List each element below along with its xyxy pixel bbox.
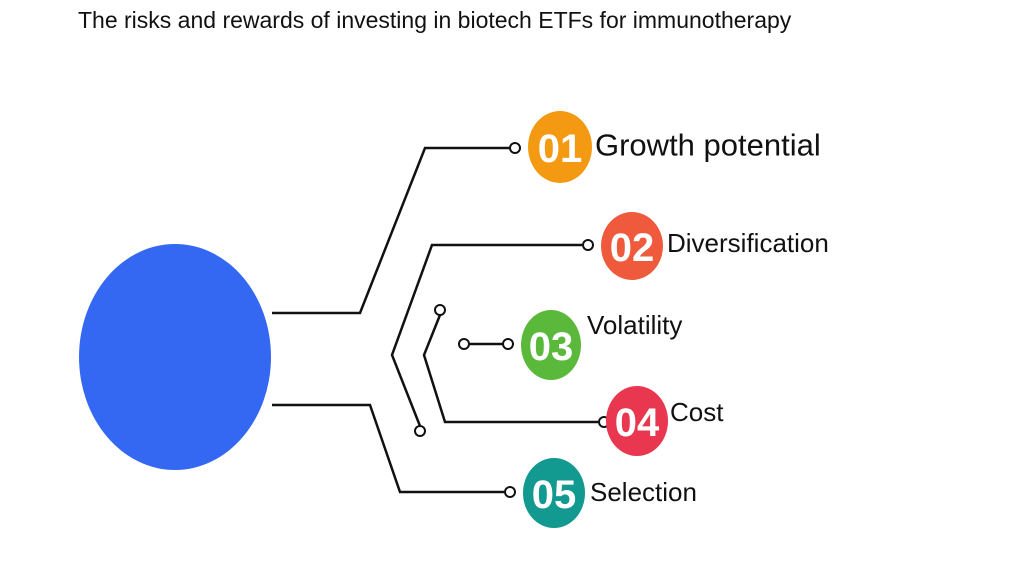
connector — [390, 243, 582, 427]
connector — [272, 146, 510, 315]
hub-circle — [79, 244, 271, 470]
connector-end — [509, 142, 521, 154]
item-label: Diversification — [667, 228, 829, 258]
connector — [272, 403, 505, 494]
connector — [422, 314, 598, 424]
connector-end — [434, 304, 446, 316]
item-label: Growth potential — [595, 128, 821, 163]
title: The risks and rewards of investing in bi… — [78, 7, 792, 33]
badge — [523, 458, 585, 528]
badge-number: 05 — [532, 473, 577, 517]
connector-end — [502, 338, 514, 350]
connector-end — [414, 425, 426, 437]
connector-end — [458, 338, 470, 350]
item-label: Cost — [670, 397, 724, 427]
item-label: Volatility — [587, 310, 682, 340]
badge — [528, 111, 592, 183]
badge-number: 04 — [615, 401, 660, 445]
connector-end — [582, 239, 594, 251]
badge — [601, 212, 663, 280]
badge-number: 01 — [538, 127, 583, 171]
item-label: Selection — [590, 477, 697, 507]
badge — [606, 386, 668, 456]
badge-number: 03 — [529, 325, 574, 369]
badge-number: 02 — [610, 226, 655, 270]
connector-end — [504, 486, 516, 498]
badge — [521, 310, 581, 380]
